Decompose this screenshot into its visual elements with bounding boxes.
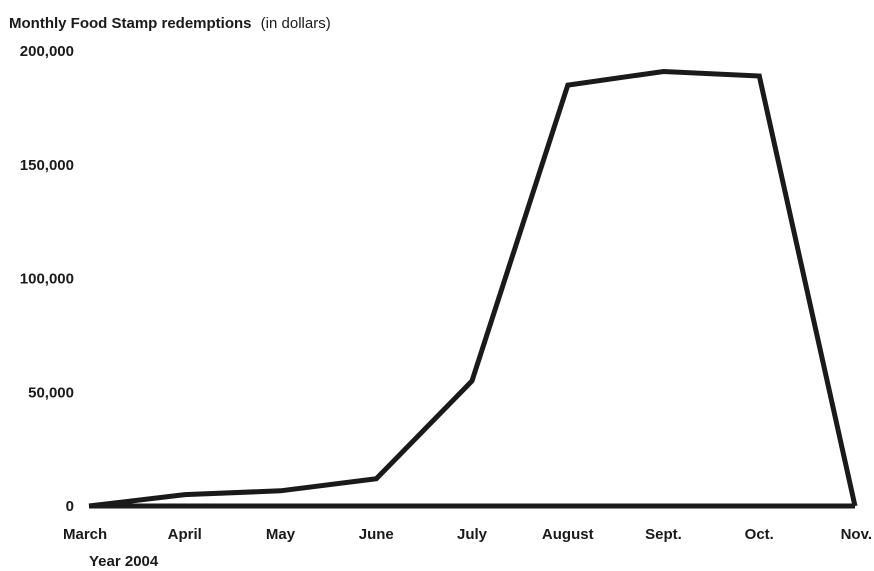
x-tick-label: Sept. <box>645 526 682 543</box>
chart-title-main: Monthly Food Stamp redemptions <box>9 15 252 32</box>
x-tick-label: March <box>63 526 107 543</box>
y-tick-label: 0 <box>66 498 74 515</box>
x-tick-label: Nov. <box>841 526 872 543</box>
y-axis-tick-labels: 0 50,000 100,000 150,000 200,000 <box>20 43 74 515</box>
x-tick-label: August <box>542 526 594 543</box>
chart-title-unit: (in dollars) <box>261 15 331 32</box>
x-tick-label: April <box>168 526 202 543</box>
x-tick-label: June <box>359 526 394 543</box>
x-tick-label: Oct. <box>745 526 774 543</box>
x-axis-label: Year 2004 <box>89 553 159 570</box>
y-tick-label: 150,000 <box>20 157 74 174</box>
x-tick-label: May <box>266 526 296 543</box>
series-line <box>88 68 858 509</box>
x-tick-label: July <box>457 526 488 543</box>
y-tick-label: 50,000 <box>28 384 74 401</box>
y-tick-label: 200,000 <box>20 43 74 60</box>
chart-title: Monthly Food Stamp redemptions (in dolla… <box>9 15 331 32</box>
y-tick-label: 100,000 <box>20 271 74 288</box>
x-axis-tick-labels: March April May June July August Sept. Oct. Nov. <box>63 526 872 543</box>
